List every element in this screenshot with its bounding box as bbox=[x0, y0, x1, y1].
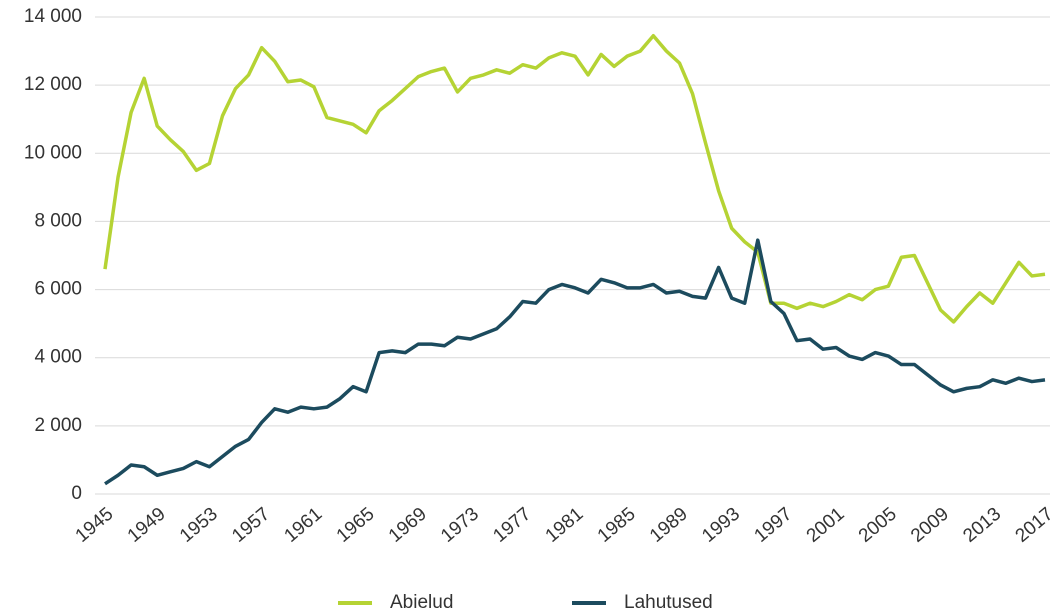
y-tick-label: 10 000 bbox=[24, 142, 82, 163]
y-tick-label: 4 000 bbox=[34, 347, 82, 368]
x-tick-label: 2001 bbox=[803, 504, 849, 547]
series-line bbox=[103, 33, 1046, 324]
y-tick-label: 6 000 bbox=[34, 279, 82, 300]
series-line bbox=[104, 238, 1046, 486]
y-tick-label: 2 000 bbox=[34, 415, 82, 436]
x-tick-label: 1981 bbox=[542, 504, 588, 547]
x-tick-label: 2013 bbox=[959, 504, 1005, 547]
x-tick-label: 1989 bbox=[646, 504, 692, 547]
y-tick-label: 14 000 bbox=[24, 6, 82, 27]
y-tick-label: 0 bbox=[71, 483, 82, 504]
y-tick-label: 8 000 bbox=[34, 210, 82, 231]
x-tick-label: 1973 bbox=[437, 504, 483, 547]
x-tick-label: 1945 bbox=[72, 504, 118, 547]
x-tick-label: 1969 bbox=[385, 504, 431, 547]
x-tick-label: 1961 bbox=[280, 504, 326, 547]
y-tick-label: 12 000 bbox=[24, 74, 82, 95]
x-tick-label: 2017 bbox=[1012, 504, 1058, 547]
legend-label: Abielud bbox=[390, 592, 453, 613]
x-tick-label: 2009 bbox=[907, 504, 953, 547]
x-tick-label: 1957 bbox=[228, 504, 274, 547]
legend-label: Lahutused bbox=[624, 592, 713, 613]
x-tick-label: 1965 bbox=[333, 504, 379, 547]
x-tick-label: 1993 bbox=[698, 504, 744, 547]
x-tick-label: 1985 bbox=[594, 504, 640, 547]
x-tick-label: 1949 bbox=[124, 504, 170, 547]
x-tick-label: 1953 bbox=[176, 504, 222, 547]
x-tick-label: 2005 bbox=[855, 504, 901, 547]
x-tick-label: 1997 bbox=[750, 504, 796, 547]
x-tick-label: 1977 bbox=[489, 504, 535, 547]
